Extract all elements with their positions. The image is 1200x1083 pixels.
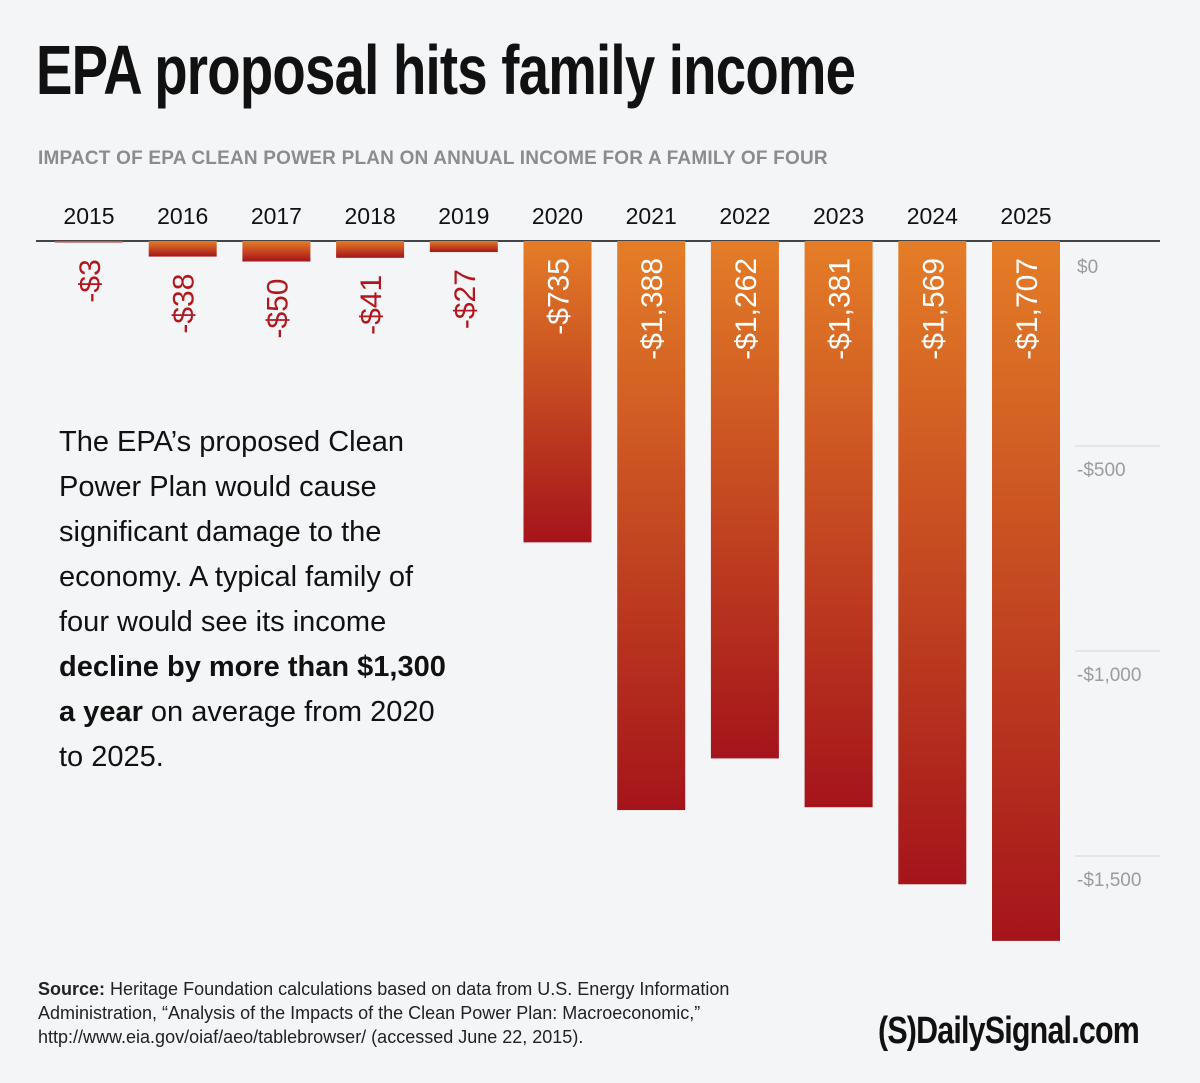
data-label: -$38 xyxy=(168,274,201,334)
x-tick-label: 2019 xyxy=(438,203,489,229)
x-tick-label: 2018 xyxy=(345,203,396,229)
bar-2022 xyxy=(710,241,779,759)
chart-title: EPA proposal hits family income xyxy=(36,31,856,109)
y-tick-label: -$1,000 xyxy=(1077,665,1141,686)
bar-2021 xyxy=(617,241,686,811)
bar-2023 xyxy=(804,241,873,808)
bar-2020 xyxy=(523,241,592,543)
data-label: -$41 xyxy=(355,275,388,335)
data-label: -$1,569 xyxy=(917,258,950,360)
bar-2015 xyxy=(55,241,123,243)
description-text: The EPA’s proposed Clean Power Plan woul… xyxy=(59,420,459,780)
x-tick-label: 2017 xyxy=(251,203,302,229)
x-tick-label: 2015 xyxy=(63,203,114,229)
description-bold: decline by more than $1,300 a year xyxy=(59,651,446,728)
data-label: -$1,707 xyxy=(1011,258,1044,360)
y-tick-label: $0 xyxy=(1077,257,1098,278)
y-tick-label: -$500 xyxy=(1077,460,1126,481)
source-note: Source: Heritage Foundation calculations… xyxy=(38,977,838,1049)
y-tick-label: -$1,500 xyxy=(1077,870,1141,891)
x-tick-label: 2021 xyxy=(626,203,677,229)
chart-subtitle: IMPACT OF EPA CLEAN POWER PLAN ON ANNUAL… xyxy=(38,148,828,169)
bar-2019 xyxy=(429,241,498,253)
bar-2025 xyxy=(992,241,1060,941)
x-tick-label: 2025 xyxy=(1000,203,1051,229)
bar-2017 xyxy=(242,241,311,262)
data-label: -$50 xyxy=(261,279,294,339)
x-tick-label: 2022 xyxy=(719,203,770,229)
bar-2024 xyxy=(898,241,967,885)
description-plain: The EPA’s proposed Clean Power Plan woul… xyxy=(59,426,414,638)
data-label: -$1,262 xyxy=(730,258,763,360)
bar-2018 xyxy=(336,241,405,258)
bar-2016 xyxy=(148,241,217,257)
x-tick-label: 2023 xyxy=(813,203,864,229)
x-tick-label: 2016 xyxy=(157,203,208,229)
dailysignal-logo: (S)DailySignal.com xyxy=(878,1010,1140,1052)
x-tick-label: 2020 xyxy=(532,203,583,229)
data-label: -$1,388 xyxy=(636,258,669,360)
data-label: -$27 xyxy=(449,269,482,329)
data-label: -$735 xyxy=(543,258,576,335)
data-label: -$3 xyxy=(74,259,107,302)
x-tick-label: 2024 xyxy=(907,203,958,229)
description-end: on average from 2020 to 2025. xyxy=(59,696,435,773)
source-label: Source: xyxy=(38,979,106,999)
source-text: Heritage Foundation calculations based o… xyxy=(38,979,730,1047)
data-label: -$1,381 xyxy=(824,258,857,360)
